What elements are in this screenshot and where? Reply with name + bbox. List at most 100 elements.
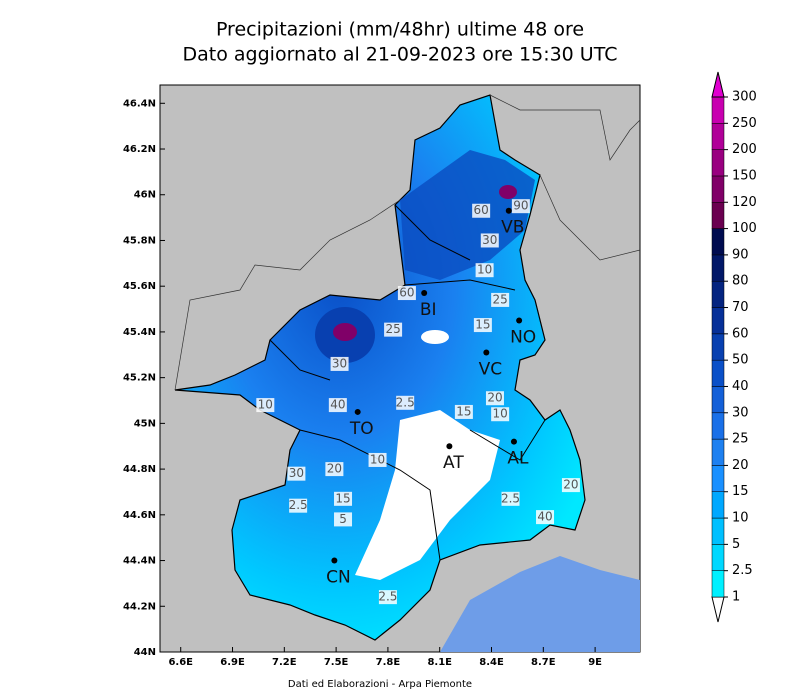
contour-label-bg	[491, 292, 510, 307]
contour-label-bg	[473, 318, 492, 333]
contour-label-bg	[396, 395, 415, 410]
contour-label-bg	[501, 491, 520, 506]
y-tick-label: 44.2N	[123, 601, 156, 612]
contour-label-bg	[287, 466, 306, 481]
colorbar-label: 25	[732, 432, 749, 447]
contour-label-bg	[325, 462, 344, 477]
contour-label: 10	[477, 263, 492, 277]
contour-label-bg	[475, 263, 494, 278]
city-label: AL	[507, 449, 529, 469]
city-dot	[505, 207, 512, 214]
x-tick-label: 6.6E	[168, 657, 193, 668]
contour-label-bg	[384, 322, 403, 337]
colorbar-label: 1	[732, 590, 740, 605]
colorbar-label: 150	[732, 168, 757, 183]
y-tick-label: 44.4N	[123, 556, 156, 567]
city-label: VB	[501, 218, 524, 238]
colorbar-segment	[711, 517, 725, 545]
sea	[440, 556, 640, 652]
city-dot	[331, 557, 338, 564]
y-tick-label: 46.4N	[123, 98, 156, 109]
colorbar-segment	[711, 333, 725, 361]
x-tick-label: 8.4E	[479, 657, 504, 668]
contour-label: 30	[289, 466, 304, 480]
contour-label: 90	[513, 199, 528, 213]
contour-label: 2.5	[501, 491, 520, 505]
y-tick-label: 44.8N	[123, 464, 156, 475]
colorbar-segment	[711, 359, 725, 387]
city-dot	[510, 438, 517, 445]
colorbar-segment	[711, 412, 725, 440]
contour-label: 5	[339, 512, 347, 526]
x-tick-label: 8.7E	[531, 657, 556, 668]
city-label: VC	[479, 359, 503, 379]
city-dot	[354, 408, 361, 415]
contour-label-bg	[480, 233, 499, 248]
contour-label-bg	[472, 203, 491, 218]
city-label: CN	[326, 568, 351, 588]
contour-label: 20	[487, 391, 502, 405]
contour-label: 25	[385, 322, 400, 336]
colorbar-segment	[711, 465, 725, 492]
y-tick-label: 45.4N	[123, 327, 156, 338]
x-tick-label: 7.2E	[272, 657, 297, 668]
contour-label-bg	[330, 356, 349, 371]
colorbar-label: 30	[732, 405, 749, 420]
colorbar-segment	[711, 175, 725, 203]
colorbar-segment	[711, 254, 725, 282]
colorbar-segment	[711, 202, 725, 229]
colorbar-segment	[711, 123, 725, 150]
x-tick-label: 7.8E	[376, 657, 401, 668]
contour-label-bg	[397, 286, 416, 301]
contour-label: 60	[474, 203, 489, 217]
contour-label-bg	[289, 498, 308, 513]
colorbar-segment	[711, 544, 725, 571]
border	[174, 94, 641, 391]
colorbar-label: 15	[732, 484, 749, 499]
colorbar-segment	[711, 386, 725, 414]
colorbar-label: 40	[732, 379, 749, 394]
city-dot	[421, 290, 428, 297]
colorbar-label: 80	[732, 274, 749, 289]
city-label: AT	[443, 453, 464, 473]
colorbar-under	[711, 596, 725, 623]
colorbar-over	[711, 71, 725, 98]
city-dot	[446, 443, 453, 450]
colorbar-label: 120	[732, 195, 757, 210]
y-tick-label: 45N	[134, 418, 156, 429]
contour-label: 15	[475, 318, 490, 332]
contour-label: 40	[330, 398, 345, 412]
colorbar-segment	[711, 280, 725, 308]
precip-zone	[333, 323, 357, 341]
colorbar-label: 5	[732, 537, 740, 552]
dry-zone	[355, 410, 500, 580]
x-tick-label: 7.5E	[324, 657, 349, 668]
city-label: BI	[420, 300, 437, 320]
contour-label: 10	[493, 407, 508, 421]
colorbar-label: 300	[732, 90, 757, 105]
y-tick-label: 46N	[134, 190, 156, 201]
colorbar-label: 100	[732, 221, 757, 236]
y-tick-label: 46.2N	[123, 144, 156, 155]
contour-label-bg	[485, 391, 504, 406]
contour-label: 15	[335, 491, 350, 505]
city-label: NO	[510, 327, 536, 347]
contour-label-bg	[536, 510, 555, 525]
contour-label-bg	[368, 452, 387, 467]
contour-label-bg	[334, 491, 353, 506]
x-tick-label: 8.1E	[427, 657, 452, 668]
colorbar-label: 2.5	[732, 563, 753, 578]
colorbar-segment	[711, 438, 725, 466]
y-tick-label: 45.8N	[123, 235, 156, 246]
contour-label: 2.5	[396, 395, 415, 409]
contour-label-bg	[378, 590, 397, 605]
precip-zone	[400, 150, 535, 280]
y-tick-label: 45.2N	[123, 373, 156, 384]
contour-label: 10	[258, 398, 273, 412]
contour-label-bg	[334, 512, 353, 527]
contour-label: 30	[332, 356, 347, 370]
colorbar-label: 50	[732, 353, 749, 368]
colorbar-segment	[711, 491, 725, 519]
title-line: Dato aggiornato al 21-09-2023 ore 15:30 …	[183, 44, 618, 66]
contour-label: 20	[327, 462, 342, 476]
